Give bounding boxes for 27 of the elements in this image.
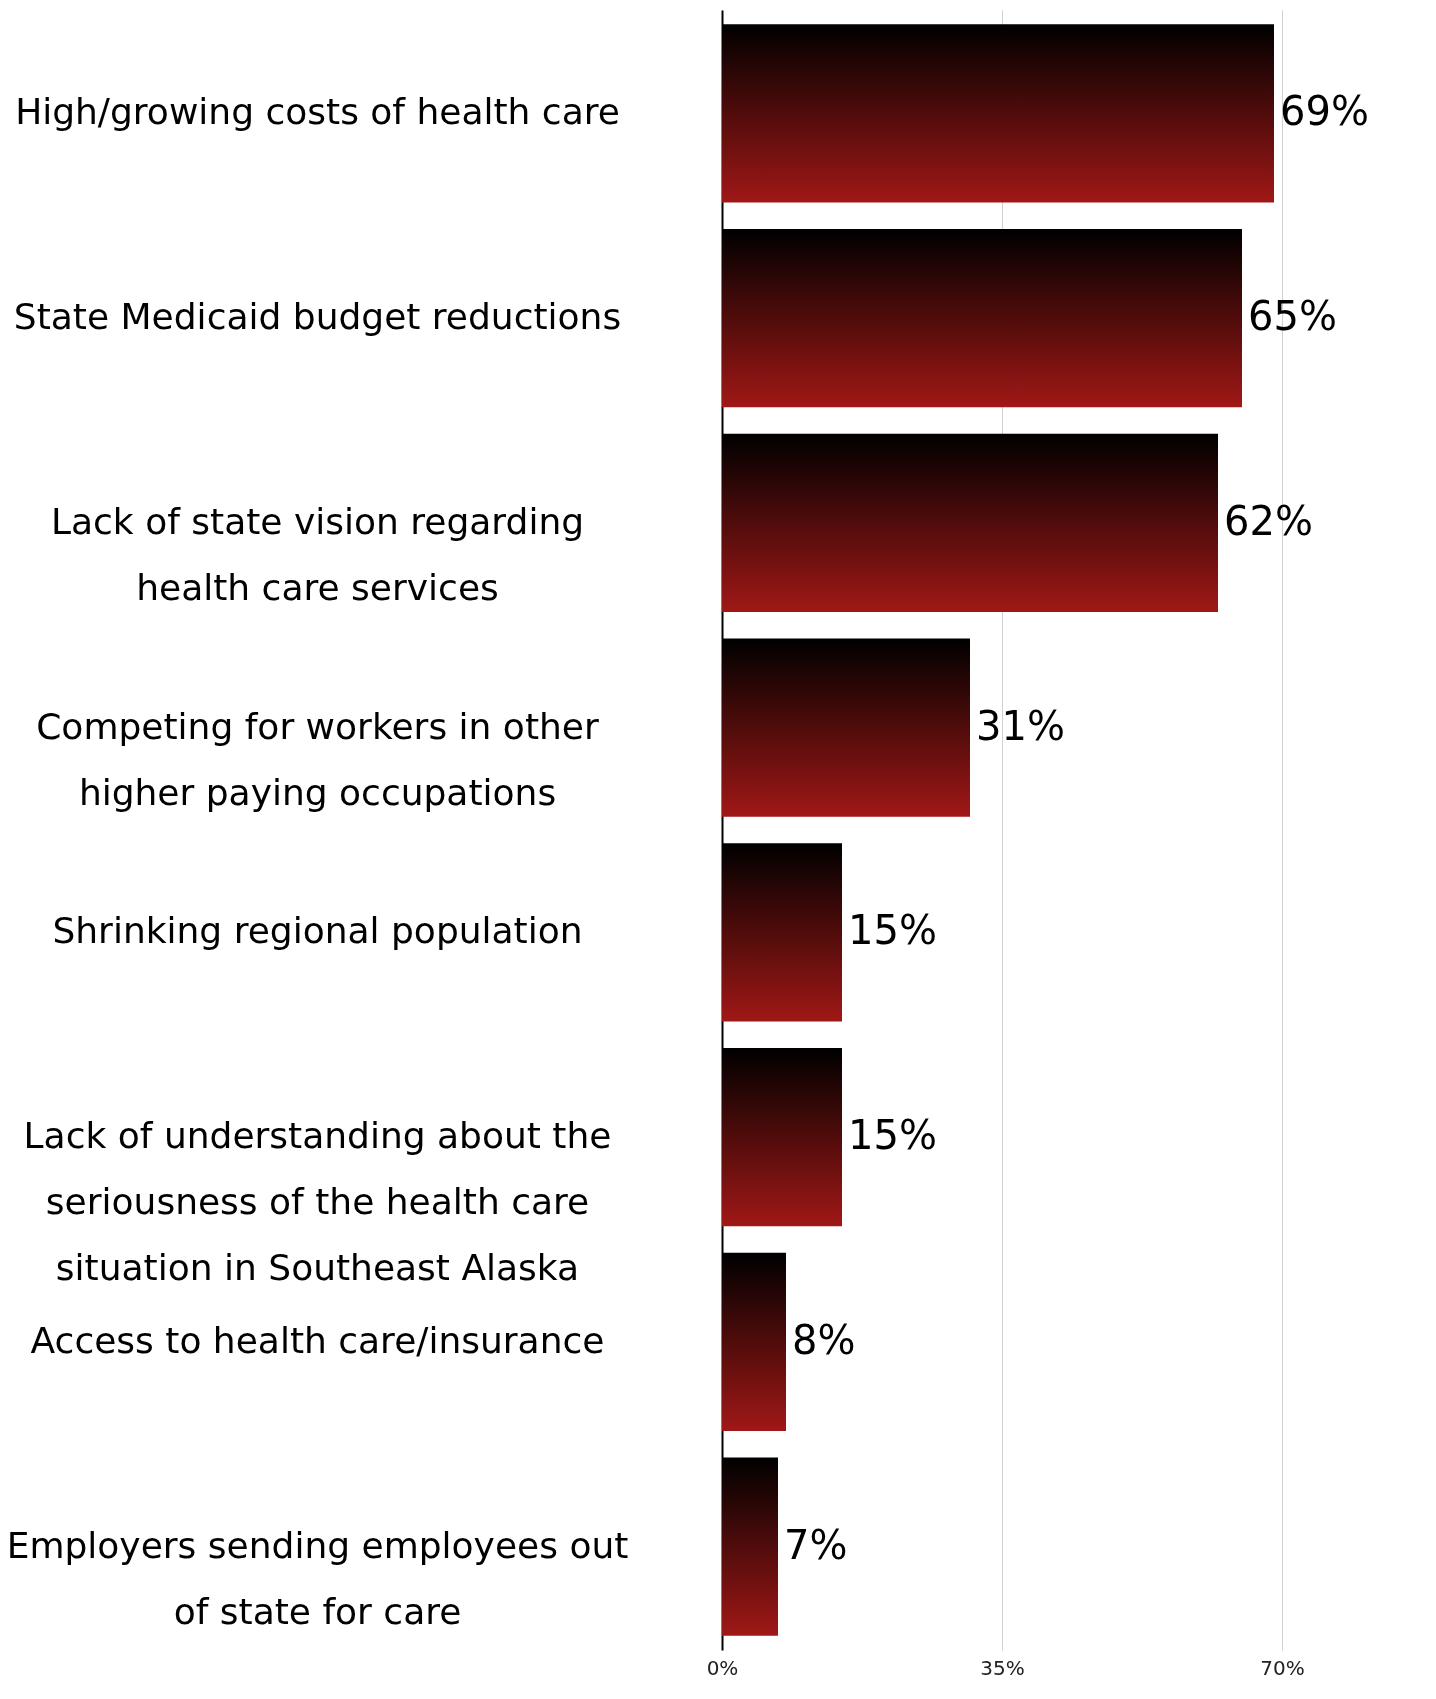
- text: 69%: [1280, 88, 1369, 135]
- bar: [722, 433, 1218, 612]
- bar: [722, 1048, 842, 1227]
- x-tick-label: 70%: [1260, 1655, 1305, 1680]
- text: 15%: [848, 907, 937, 954]
- bar: [722, 1252, 786, 1431]
- text: 65%: [1248, 293, 1337, 340]
- bar: [722, 638, 970, 817]
- bar: [722, 1457, 778, 1636]
- y-tick-label: Lack of state vision regarding health care services: [50, 500, 585, 608]
- text: 7%: [784, 1521, 848, 1568]
- bar: [722, 24, 1274, 203]
- text: 8%: [792, 1316, 856, 1363]
- bar: [722, 229, 1242, 408]
- y-tick-label: State Medicaid budget reductions: [13, 296, 622, 338]
- text: 15%: [848, 1112, 937, 1159]
- x-tick-label: 35%: [980, 1655, 1025, 1680]
- y-tick-label: High/growing costs of health care: [15, 91, 620, 133]
- y-tick-label: Lack of understanding about the seriousness of the health care situation in Southeast Alaska: [23, 1115, 612, 1289]
- bar: [722, 843, 842, 1022]
- text: 31%: [976, 702, 1065, 749]
- y-tick-label: Employers sending employees out of state for care: [6, 1524, 629, 1632]
- text: 62%: [1224, 497, 1313, 544]
- y-tick-label: Access to health care/insurance: [30, 1319, 605, 1361]
- y-tick-label: Shrinking regional population: [52, 910, 583, 952]
- y-tick-label: Competing for workers in other higher paying occupations: [36, 705, 599, 813]
- x-tick-label: 0%: [706, 1655, 739, 1680]
